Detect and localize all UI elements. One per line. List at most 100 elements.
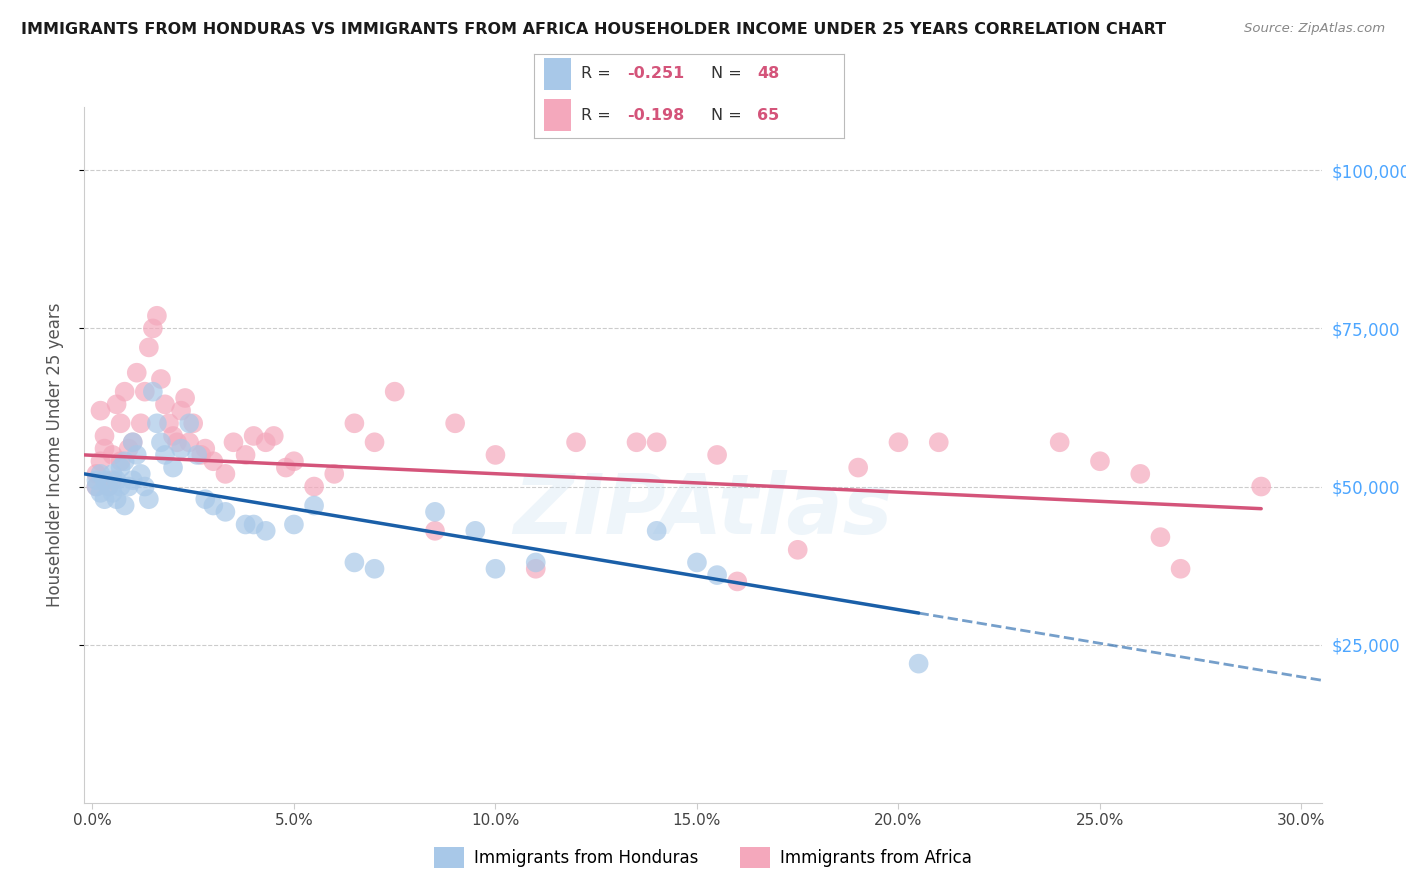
Point [118,479,141,493]
Point [93,492,115,507]
Point [254,524,277,538]
Legend: Immigrants from Honduras, Immigrants from Africa: Immigrants from Honduras, Immigrants fro… [427,841,979,874]
Point [1149,530,1171,544]
Point [363,562,385,576]
Point [222,435,245,450]
Point [202,454,225,468]
Point [179,435,201,450]
FancyBboxPatch shape [544,58,571,90]
Point [97,479,120,493]
Point [157,417,180,431]
Point [214,505,236,519]
Point [125,448,148,462]
Y-axis label: Householder Income Under 25 years: Householder Income Under 25 years [45,302,63,607]
Point [86,467,108,481]
Point [343,417,366,431]
Point [142,321,165,335]
Point [93,442,115,456]
Point [114,454,136,468]
Point [114,384,136,399]
Point [110,417,132,431]
Point [101,473,124,487]
Point [302,479,325,493]
Point [235,448,257,462]
Point [194,492,217,507]
Text: R =: R = [581,66,616,81]
Point [146,309,169,323]
Point [343,556,366,570]
Text: N =: N = [710,66,747,81]
Point [121,435,143,450]
Point [134,384,156,399]
Point [645,524,668,538]
Point [323,467,346,481]
Point [110,479,132,493]
Point [1250,479,1272,493]
Point [283,454,305,468]
Point [235,517,257,532]
Point [907,657,929,671]
Point [384,384,406,399]
Point [118,442,141,456]
Point [242,517,264,532]
Point [1049,435,1071,450]
Point [706,568,728,582]
Point [725,574,748,589]
Point [786,542,808,557]
Point [645,435,668,450]
Point [138,492,160,507]
Point [105,473,128,487]
Point [274,460,297,475]
FancyBboxPatch shape [544,99,571,131]
Point [181,417,204,431]
Point [89,454,111,468]
Point [706,448,728,462]
Point [86,479,108,493]
Point [887,435,910,450]
Point [162,429,184,443]
Point [134,479,156,493]
Point [186,448,208,462]
Point [166,435,188,450]
Point [626,435,648,450]
Text: 65: 65 [756,108,779,123]
Point [484,562,506,576]
Point [444,417,467,431]
Point [149,372,172,386]
Point [363,435,385,450]
Point [101,486,124,500]
Point [464,524,486,538]
Point [114,499,136,513]
Point [565,435,588,450]
Point [101,467,124,481]
Point [524,556,547,570]
Point [484,448,506,462]
Point [1129,467,1152,481]
Point [202,499,225,513]
Point [928,435,950,450]
Point [686,556,709,570]
Point [149,435,172,450]
Point [153,448,176,462]
Point [89,403,111,417]
Point [142,384,165,399]
Point [121,473,143,487]
Text: -0.198: -0.198 [627,108,685,123]
Point [121,435,143,450]
Point [194,442,217,456]
Point [174,391,197,405]
Text: R =: R = [581,108,616,123]
Point [105,397,128,411]
Point [283,517,305,532]
Point [214,467,236,481]
Point [179,417,201,431]
Point [423,505,446,519]
Point [302,499,325,513]
Point [89,486,111,500]
Point [125,366,148,380]
Text: -0.251: -0.251 [627,66,685,81]
Point [129,467,152,481]
Point [423,524,446,538]
Point [89,467,111,481]
Point [105,492,128,507]
